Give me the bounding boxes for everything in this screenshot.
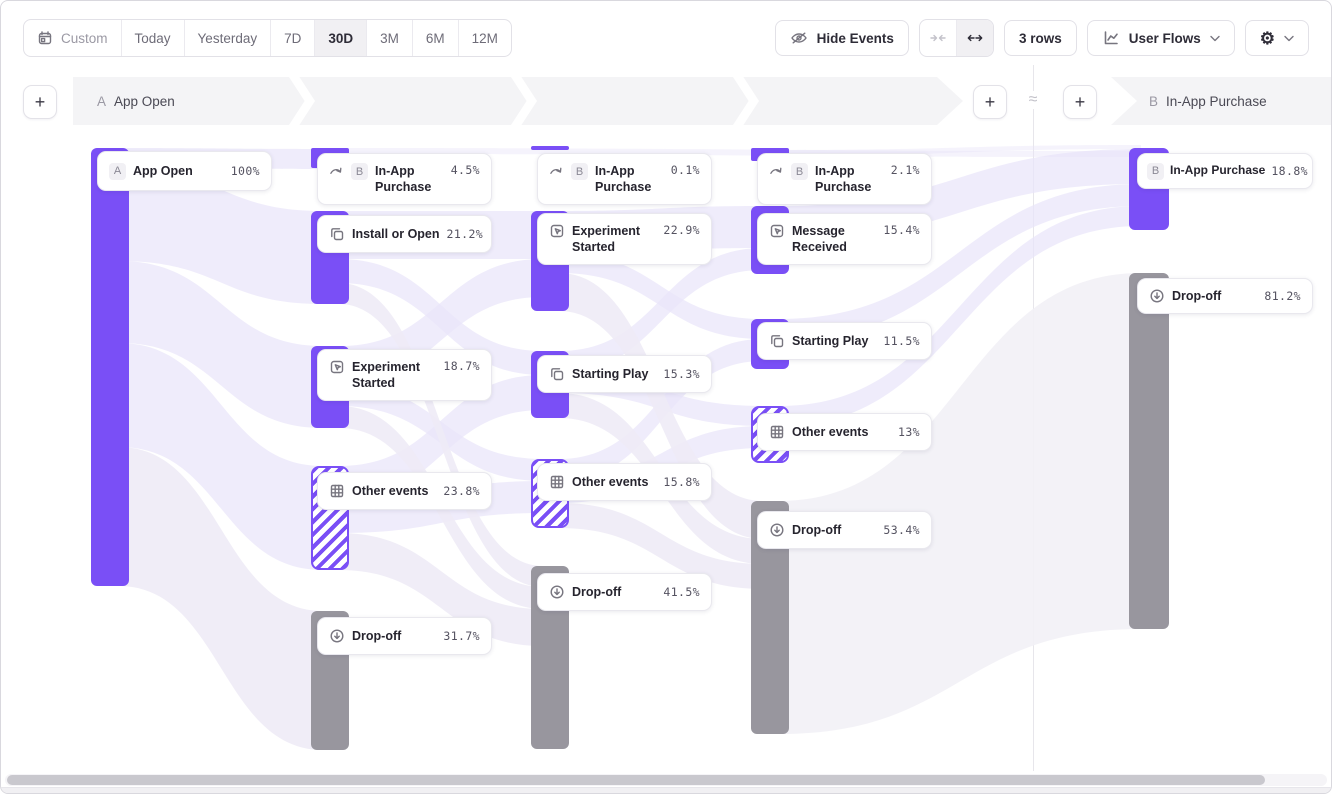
horizontal-scrollbar-thumb[interactable] [7, 775, 1265, 785]
add-step-left-button[interactable]: + [23, 85, 57, 119]
node-card-other-events[interactable]: Other events 13% [757, 413, 932, 451]
event-b-badge: B [571, 163, 588, 180]
end-event-label: In-App Purchase [1166, 93, 1267, 109]
event-a-badge: A [109, 162, 126, 180]
node-card-in-app-purchase[interactable]: B In-App Purchase 4.5% [317, 153, 492, 205]
pointer-square-icon [329, 359, 345, 375]
start-event-badge: A [97, 93, 107, 109]
event-b-badge: B [791, 163, 808, 180]
jump-arrow-icon [329, 163, 344, 178]
overlapping-squares-icon [549, 366, 565, 382]
flow-gap-divider [1033, 65, 1034, 771]
event-b-badge: B [1147, 162, 1164, 180]
grid-icon [769, 424, 785, 440]
window-bottom-edge [1, 787, 1331, 793]
arrow-down-circle-icon [329, 628, 345, 644]
node-card-app-open[interactable]: A App Open 100% [97, 151, 272, 191]
date-range-7d[interactable]: 7D [271, 20, 316, 56]
node-card-drop-off[interactable]: Drop-off 41.5% [537, 573, 712, 611]
node-card-other-events[interactable]: Other events 23.8% [317, 472, 492, 510]
chevron-down-icon [1284, 35, 1294, 41]
node-card-experiment-started[interactable]: Experiment Started 22.9% [537, 213, 712, 265]
chevron-down-icon [1210, 35, 1220, 41]
node-card-in-app-purchase[interactable]: B In-App Purchase 0.1% [537, 153, 712, 205]
date-range-30d[interactable]: 30D [315, 20, 368, 56]
toolbar-right-tools: Hide Events 3 rows User Flows ⚙ [774, 19, 1309, 57]
settings-dropdown[interactable]: ⚙ [1244, 20, 1309, 56]
start-event-label: App Open [114, 93, 175, 109]
node-card-starting-play[interactable]: Starting Play 11.5% [757, 322, 932, 360]
add-step-after-gap-button[interactable]: + [1063, 85, 1097, 119]
expand-columns-button[interactable] [956, 20, 993, 56]
arrow-down-circle-icon [549, 584, 565, 600]
flow-chart-icon [1104, 31, 1118, 45]
node-card-other-events[interactable]: Other events 15.8% [537, 463, 712, 501]
date-range-yesterday[interactable]: Yesterday [185, 20, 272, 56]
arrows-out-icon [967, 34, 983, 42]
arrows-in-icon [930, 34, 946, 42]
calendar-icon [38, 31, 52, 45]
hide-events-button[interactable]: Hide Events [774, 20, 909, 56]
top-toolbar: Custom Today Yesterday 7D 30D 3M 6M 12M … [23, 18, 1309, 58]
view-selector-dropdown[interactable]: User Flows [1086, 20, 1235, 56]
event-b-badge: B [351, 163, 368, 180]
grid-icon [549, 474, 565, 490]
flow-bar-app-open[interactable] [91, 148, 129, 586]
node-card-drop-off[interactable]: Drop-off 31.7% [317, 617, 492, 655]
date-range-3m[interactable]: 3M [367, 20, 413, 56]
overlapping-squares-icon [329, 226, 345, 242]
eye-off-icon [790, 32, 807, 44]
arrow-down-circle-icon [1149, 288, 1165, 304]
collapse-columns-button[interactable] [920, 20, 957, 56]
end-event-badge: B [1149, 93, 1159, 109]
flow-bar-end-drop-off[interactable] [1129, 273, 1169, 629]
node-card-end-drop-off[interactable]: Drop-off 81.2% [1137, 278, 1313, 314]
add-step-before-end-button[interactable]: + [973, 85, 1007, 119]
node-card-starting-play[interactable]: Starting Play 15.3% [537, 355, 712, 393]
node-card-end-in-app-purchase[interactable]: B In-App Purchase 18.8% [1137, 153, 1313, 189]
jump-arrow-icon [549, 163, 564, 178]
horizontal-scrollbar[interactable] [5, 774, 1327, 786]
pointer-square-icon [769, 223, 785, 239]
collapse-expand-toggle [918, 19, 994, 57]
date-range-label: Custom [61, 30, 108, 46]
node-card-experiment-started[interactable]: Experiment Started 18.7% [317, 349, 492, 401]
date-range-6m[interactable]: 6M [413, 20, 459, 56]
grid-icon [329, 483, 345, 499]
arrow-down-circle-icon [769, 522, 785, 538]
gap-approx-symbol: ≈ [1023, 91, 1043, 109]
rows-count-button[interactable]: 3 rows [1003, 20, 1077, 56]
overlapping-squares-icon [769, 333, 785, 349]
date-range-custom[interactable]: Custom [24, 20, 122, 56]
flow-bar-in-app-purchase[interactable] [531, 146, 569, 150]
node-card-drop-off[interactable]: Drop-off 53.4% [757, 511, 932, 549]
date-range-12m[interactable]: 12M [471, 30, 498, 46]
jump-arrow-icon [769, 163, 784, 178]
gear-icon: ⚙ [1259, 28, 1275, 48]
date-range-group: Custom Today Yesterday 7D 30D 3M 6M 12M [23, 19, 512, 57]
node-card-message-received[interactable]: Message Received 15.4% [757, 213, 932, 265]
node-card-install-or-open[interactable]: Install or Open 21.2% [317, 215, 492, 253]
pointer-square-icon [549, 223, 565, 239]
date-range-today[interactable]: Today [122, 20, 185, 56]
node-card-in-app-purchase[interactable]: B In-App Purchase 2.1% [757, 153, 932, 205]
end-event-banner: B In-App Purchase [1111, 77, 1331, 125]
flow-step-header: A App Open B In-App Purchase + + + ≈ [1, 77, 1331, 125]
